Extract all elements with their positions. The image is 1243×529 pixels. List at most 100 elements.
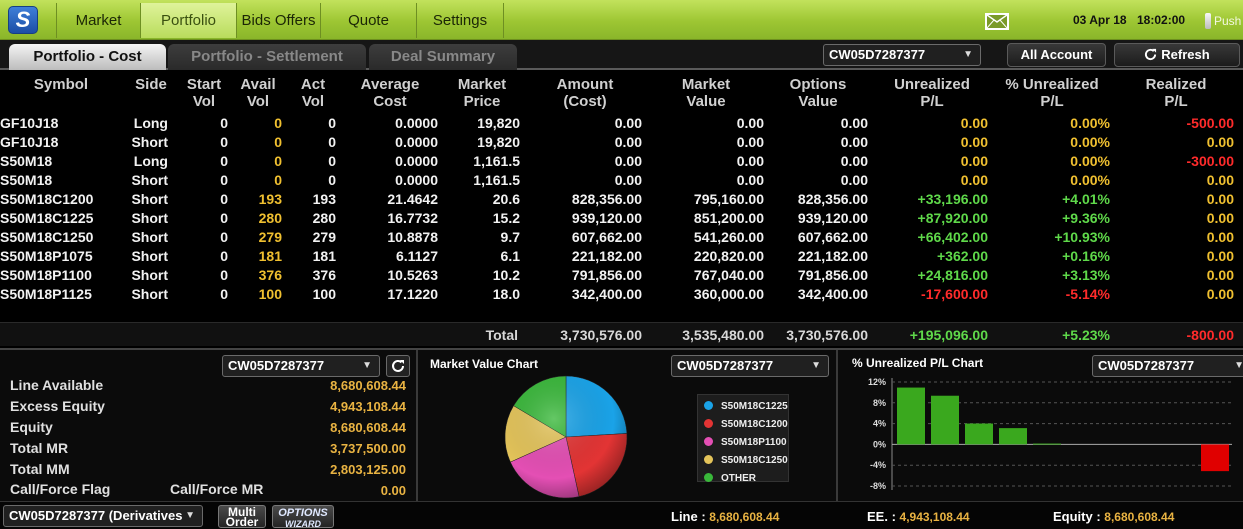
cell-mv: 0.00 bbox=[736, 153, 764, 169]
tab-portfolio-cost[interactable]: Portfolio - Cost bbox=[9, 44, 166, 70]
push-toggle-icon[interactable] bbox=[1205, 13, 1211, 29]
status-equity: Equity : 8,680,608.44 bbox=[1053, 509, 1174, 524]
table-row[interactable]: S50M18C1250 Short 0 279 279 10.8878 9.7 607,662… bbox=[0, 228, 1243, 247]
cell-amt: 0.00 bbox=[614, 172, 642, 188]
col-header-average-cost[interactable]: Average Cost bbox=[360, 76, 420, 110]
table-row[interactable]: S50M18P1100 Short 0 376 376 10.5263 10.2 791,85… bbox=[0, 266, 1243, 285]
table-row[interactable]: S50M18P1075 Short 0 181 181 6.1127 6.1 221,182.… bbox=[0, 247, 1243, 266]
status-equity-value: 8,680,608.44 bbox=[1104, 510, 1175, 524]
table-row[interactable]: S50M18 Short 0 0 0 0.0000 1,161.5 0.00 0.00 0.00 0… bbox=[0, 171, 1243, 190]
cell-mv: 767,040.00 bbox=[693, 267, 764, 283]
cell-mkt: 19,820 bbox=[477, 115, 520, 131]
total-label: Total bbox=[485, 327, 518, 343]
nav-tab-market[interactable]: Market bbox=[56, 3, 140, 38]
total-options-value: 3,730,576.00 bbox=[786, 327, 868, 343]
status-line: Line : 8,680,608.44 bbox=[671, 509, 779, 524]
tab-portfolio-settlement[interactable]: Portfolio - Settlement bbox=[168, 44, 366, 70]
multi-order-button[interactable]: Multi Order bbox=[218, 505, 266, 528]
cell-symbol: S50M18 bbox=[0, 153, 53, 169]
cell-avail: 0 bbox=[274, 134, 282, 150]
col-header-avail-vol[interactable]: Avail Vol bbox=[240, 76, 276, 110]
cell-avail: 0 bbox=[274, 153, 282, 169]
summary-label: Excess Equity bbox=[10, 398, 105, 414]
nav-tab-quote[interactable]: Quote bbox=[320, 3, 416, 38]
table-row[interactable]: GF10J18 Short 0 0 0 0.0000 19,820 0.00 0.00 0.00 0… bbox=[0, 133, 1243, 152]
cell-start: 0 bbox=[220, 172, 228, 188]
col-header-side[interactable]: Side bbox=[135, 76, 167, 93]
col-header-options-value[interactable]: Options Value bbox=[789, 76, 847, 110]
cell-avg: 0.0000 bbox=[395, 153, 438, 169]
cell-side: Short bbox=[131, 267, 168, 283]
table-row[interactable]: GF10J18 Long 0 0 0 0.0000 19,820 0.00 0.00 0.00 0.… bbox=[0, 114, 1243, 133]
mv-chart-account-select[interactable]: CW05D7287377 ▼ bbox=[671, 355, 829, 377]
cell-act: 100 bbox=[312, 286, 336, 302]
col-header-market-value[interactable]: Market Value bbox=[681, 76, 731, 110]
nav-tab-bids-offers[interactable]: Bids Offers bbox=[236, 3, 320, 38]
cell-start: 0 bbox=[220, 115, 228, 131]
table-row[interactable]: S50M18C1225 Short 0 280 280 16.7732 15.2 939,12… bbox=[0, 209, 1243, 228]
pl-chart-account-select[interactable]: CW05D7287377 ▼ bbox=[1092, 355, 1243, 377]
summary-refresh-button[interactable] bbox=[386, 355, 410, 377]
cell-rpl: 0.00 bbox=[1206, 286, 1234, 302]
call-force-flag-label: Call/Force Flag bbox=[10, 481, 111, 497]
summary-value: 4,943,108.44 bbox=[330, 399, 406, 414]
cell-upl: 0.00 bbox=[960, 172, 988, 188]
status-account-select-value: CW05D7287377 (Derivatives bbox=[9, 508, 183, 523]
cell-avg: 6.1127 bbox=[395, 248, 438, 264]
total-realized-pl: -800.00 bbox=[1186, 327, 1234, 343]
cell-act: 0 bbox=[328, 134, 336, 150]
total-amount: 3,730,576.00 bbox=[560, 327, 642, 343]
account-select[interactable]: CW05D7287377 ▼ bbox=[823, 44, 981, 66]
cell-start: 0 bbox=[220, 248, 228, 264]
cell-side: Short bbox=[131, 286, 168, 302]
cell-upl: 0.00 bbox=[960, 134, 988, 150]
col-header-unrealized-pl[interactable]: Unrealized P/L bbox=[894, 76, 970, 110]
tab-deal-summary[interactable]: Deal Summary bbox=[369, 44, 517, 70]
market-value-chart-title: Market Value Chart bbox=[430, 357, 539, 371]
col-header-symbol[interactable]: Symbol bbox=[33, 76, 89, 93]
bottom-panels: CW05D7287377 ▼ Line Available 8,680,608.4… bbox=[0, 348, 1243, 503]
all-account-button[interactable]: All Account bbox=[1007, 43, 1106, 67]
cell-avg: 10.8878 bbox=[387, 229, 438, 245]
cell-pupl: -5.14% bbox=[1065, 286, 1110, 302]
cell-act: 193 bbox=[312, 191, 336, 207]
options-wizard-button[interactable]: OPTIONS WIZARD bbox=[272, 505, 334, 529]
legend-item: OTHER bbox=[704, 471, 756, 487]
legend-item: S50M18C1250 bbox=[704, 453, 788, 469]
table-row[interactable]: S50M18C1200 Short 0 193 193 21.4642 20.6 828,35… bbox=[0, 190, 1243, 209]
col-header-pct-unrealized-pl[interactable]: % Unrealized P/L bbox=[1005, 76, 1099, 110]
col-header-realized-pl[interactable]: Realized P/L bbox=[1145, 76, 1207, 110]
table-row[interactable]: S50M18 Long 0 0 0 0.0000 1,161.5 0.00 0.00 0.00 0.… bbox=[0, 152, 1243, 171]
cell-symbol: S50M18 bbox=[0, 172, 53, 188]
refresh-button[interactable]: Refresh bbox=[1114, 43, 1240, 67]
market-value-pie-chart bbox=[504, 375, 628, 499]
cell-mkt: 18.0 bbox=[492, 286, 520, 302]
refresh-label: Refresh bbox=[1161, 47, 1210, 62]
cell-amt: 342,400.00 bbox=[571, 286, 642, 302]
options-wizard-label-2: WIZARD bbox=[285, 519, 321, 529]
cell-rpl: 0.00 bbox=[1206, 229, 1234, 245]
col-header-act-vol[interactable]: Act Vol bbox=[300, 76, 326, 110]
cell-avail: 0 bbox=[274, 115, 282, 131]
cell-pupl: +0.16% bbox=[1062, 248, 1110, 264]
status-account-select[interactable]: CW05D7287377 (Derivatives ▼ bbox=[3, 505, 203, 527]
call-force-mr-label: Call/Force MR bbox=[170, 481, 264, 497]
chevron-down-icon: ▼ bbox=[1234, 360, 1243, 371]
legend-item: S50M18C1200 bbox=[704, 417, 788, 433]
col-header-start-vol[interactable]: Start Vol bbox=[186, 76, 222, 110]
cell-avg: 21.4642 bbox=[387, 191, 438, 207]
col-header-market-price[interactable]: Market Price bbox=[457, 76, 507, 110]
nav-tab-settings[interactable]: Settings bbox=[416, 3, 504, 38]
cell-ov: 342,400.00 bbox=[797, 286, 868, 302]
nav-tab-portfolio[interactable]: Portfolio bbox=[140, 3, 236, 38]
cell-mkt: 20.6 bbox=[492, 191, 520, 207]
cell-upl: 0.00 bbox=[960, 115, 988, 131]
cell-mv: 220,820.00 bbox=[693, 248, 764, 264]
cell-mkt: 15.2 bbox=[492, 210, 520, 226]
summary-value: 2,803,125.00 bbox=[330, 462, 406, 477]
col-header-amount-cost[interactable]: Amount (Cost) bbox=[556, 76, 614, 110]
table-row[interactable]: S50M18P1125 Short 0 100 100 17.1220 18.0 342,40… bbox=[0, 285, 1243, 304]
summary-account-select[interactable]: CW05D7287377 ▼ bbox=[222, 355, 380, 377]
mail-icon[interactable] bbox=[985, 13, 1009, 30]
cell-mv: 0.00 bbox=[736, 172, 764, 188]
